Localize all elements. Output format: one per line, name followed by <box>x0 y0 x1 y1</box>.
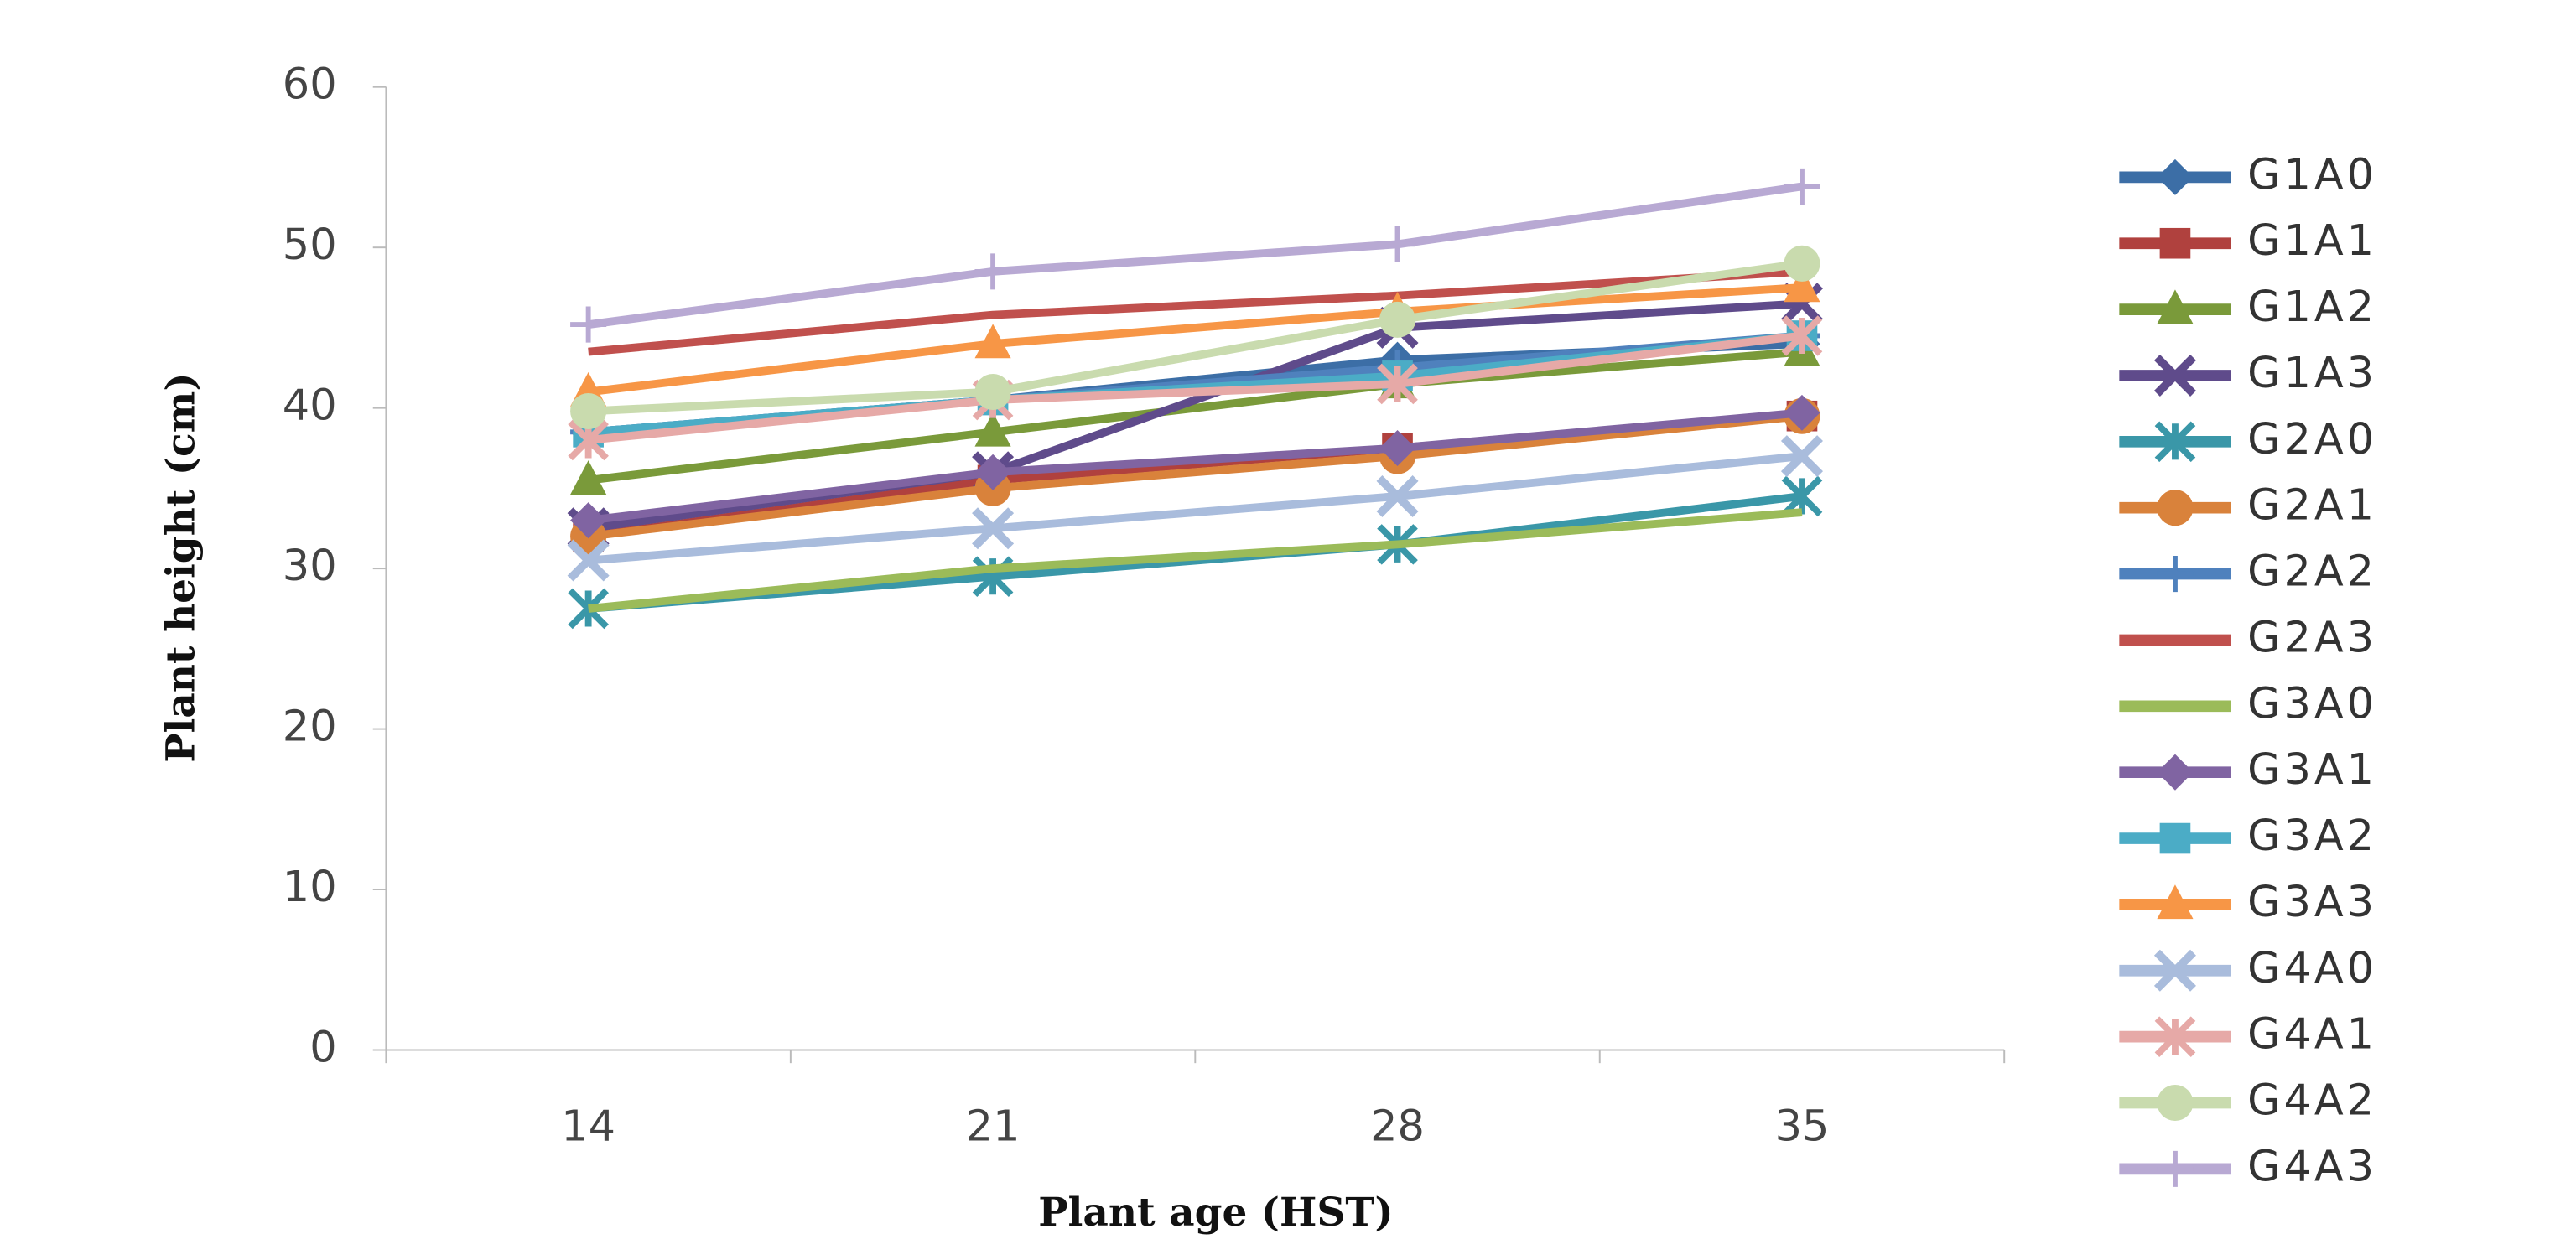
marker <box>1781 315 1823 356</box>
series-line <box>587 182 1803 329</box>
y-tick-label: 20 <box>283 703 337 752</box>
y-tick-label: 40 <box>283 381 337 431</box>
y-tick-label: 50 <box>283 220 337 270</box>
marker <box>2154 421 2196 463</box>
series-line <box>588 283 1803 397</box>
marker <box>1379 429 1416 467</box>
series-line <box>588 408 1803 525</box>
legend-label: G2A3 <box>2247 613 2377 662</box>
y-tick-label: 60 <box>283 60 337 110</box>
legend-label: G4A3 <box>2247 1142 2377 1191</box>
marker <box>974 454 1011 490</box>
legend-label: G2A1 <box>2247 481 2377 531</box>
legend-label: G4A0 <box>2247 944 2377 993</box>
marker <box>972 507 1015 550</box>
legend-label: G3A2 <box>2247 811 2377 861</box>
series-line <box>588 331 1803 437</box>
marker <box>2157 289 2194 324</box>
legend-label: G2A2 <box>2247 547 2377 597</box>
x-tick-label: 21 <box>966 1102 1021 1151</box>
y-tick-label: 0 <box>309 1024 336 1073</box>
marker <box>2157 158 2194 195</box>
marker <box>2157 884 2194 920</box>
series-line <box>588 267 1803 356</box>
marker <box>1379 226 1416 262</box>
marker <box>1780 435 1824 478</box>
marker <box>570 460 607 495</box>
marker <box>2153 949 2196 992</box>
marker <box>2159 227 2191 259</box>
marker <box>2159 822 2191 854</box>
marker <box>1784 245 1820 282</box>
marker <box>1379 301 1416 338</box>
marker <box>1784 168 1820 205</box>
marker <box>974 253 1011 290</box>
y-axis-label: Plant height (cm) <box>158 372 204 762</box>
legend-label: G1A1 <box>2247 216 2377 266</box>
marker <box>2157 1084 2194 1122</box>
marker <box>2157 490 2194 526</box>
legend-label: G3A3 <box>2247 878 2377 927</box>
marker <box>570 392 607 430</box>
legend-label: G3A0 <box>2247 679 2377 729</box>
legend-label: G1A0 <box>2247 150 2377 200</box>
marker <box>2157 1150 2194 1187</box>
marker <box>1377 363 1418 405</box>
legend-label: G3A1 <box>2247 745 2377 795</box>
legend-label: G1A2 <box>2247 283 2377 332</box>
legend-label: G4A2 <box>2247 1076 2377 1126</box>
marker <box>1784 267 1820 303</box>
marker <box>1376 474 1419 517</box>
y-tick-label: 10 <box>283 863 337 912</box>
x-axis-label: Plant age (HST) <box>1038 1190 1393 1236</box>
marker <box>1781 475 1823 517</box>
y-tick-label: 30 <box>283 542 337 591</box>
x-tick-label: 14 <box>561 1102 615 1151</box>
marker <box>2153 354 2196 397</box>
marker <box>1784 394 1820 431</box>
marker <box>974 412 1011 447</box>
marker <box>2157 754 2194 791</box>
series-line <box>588 508 1803 613</box>
x-tick-label: 35 <box>1775 1102 1830 1151</box>
series-line <box>588 452 1803 565</box>
series-line <box>588 259 1803 416</box>
marker <box>570 306 607 343</box>
marker <box>2157 556 2194 593</box>
marker <box>570 502 607 539</box>
x-tick-label: 28 <box>1370 1102 1425 1151</box>
series-line <box>588 412 1803 541</box>
marker <box>567 539 610 582</box>
legend-label: G1A3 <box>2247 349 2377 398</box>
marker <box>974 324 1011 359</box>
marker <box>2154 1016 2196 1057</box>
legend-label: G2A0 <box>2247 415 2377 464</box>
legend-label: G4A1 <box>2247 1010 2377 1060</box>
series-line <box>588 347 1803 485</box>
marker <box>974 373 1011 411</box>
series-line <box>588 331 1803 444</box>
